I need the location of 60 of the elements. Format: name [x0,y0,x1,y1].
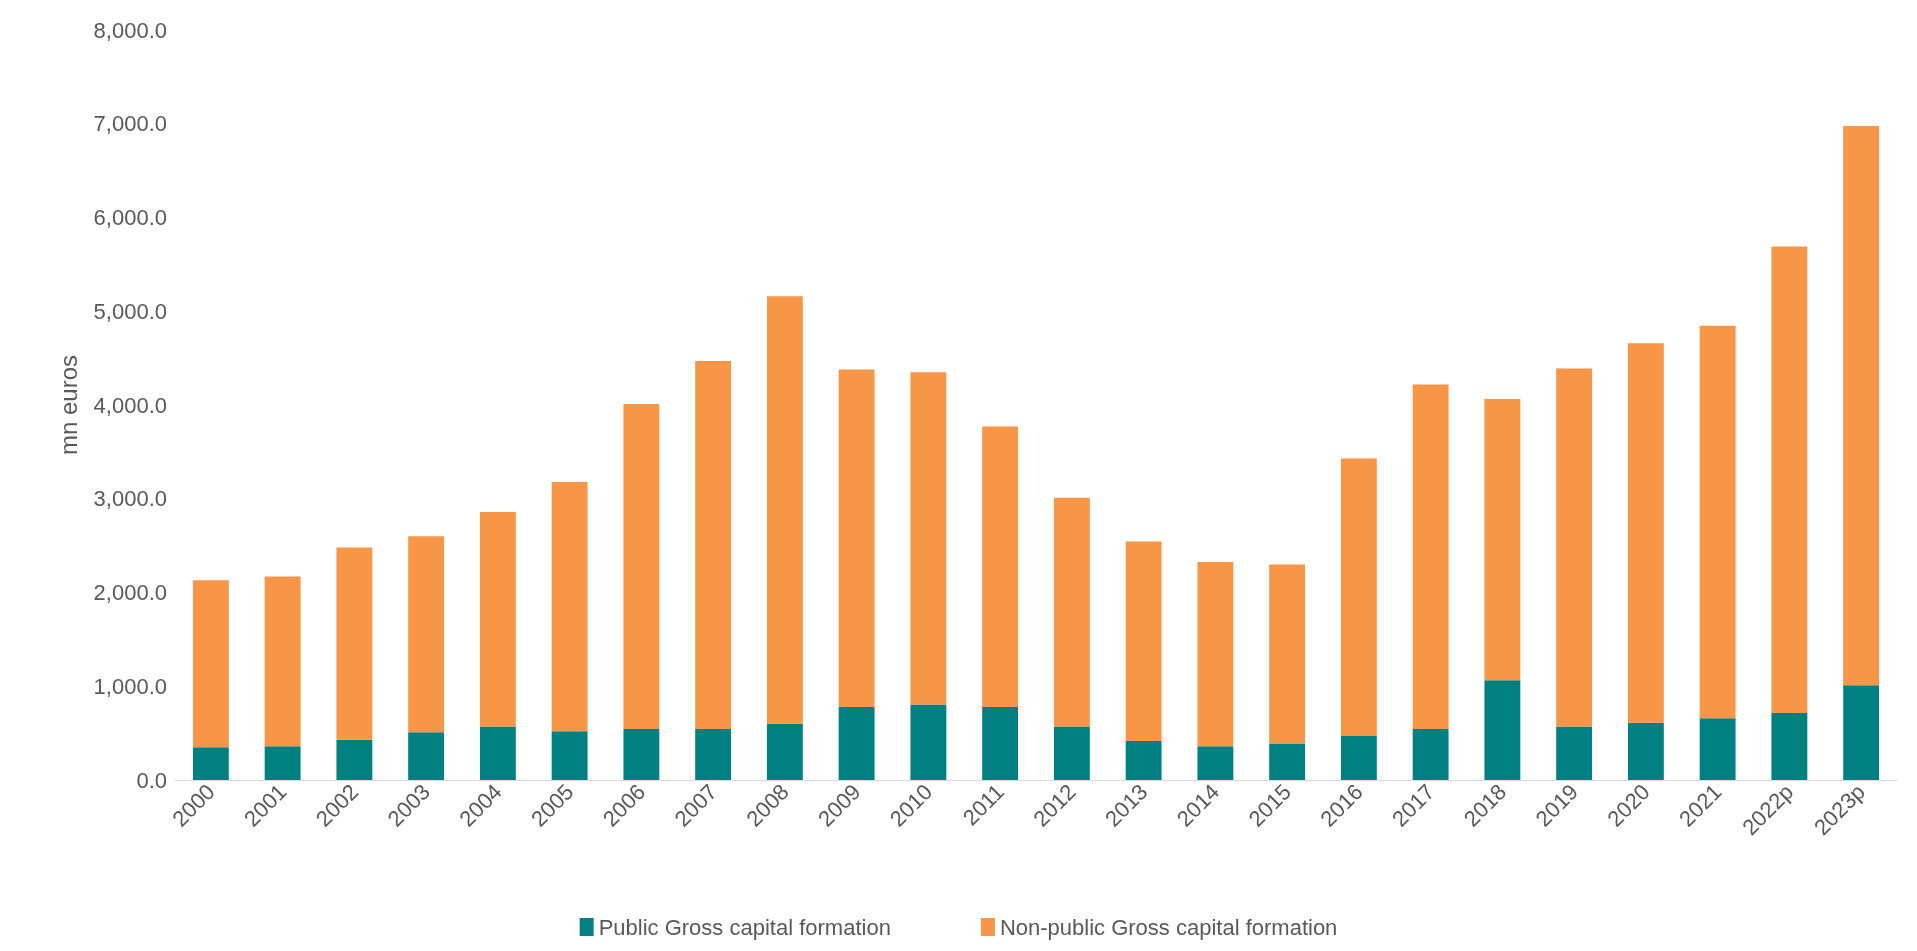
bar [1771,712,1808,780]
bar [336,739,373,780]
bar [551,481,588,732]
bar [1053,726,1090,780]
bar [766,296,803,724]
y-tick-label: 0.0 [136,767,167,793]
bar [1484,680,1521,780]
bar [766,723,803,780]
bar [1843,126,1880,686]
bar [1197,746,1234,780]
bar [1197,562,1234,747]
bar [551,731,588,780]
bar [1125,741,1162,780]
y-tick-label: 4,000.0 [93,392,167,418]
bar [1627,343,1664,723]
bar [1340,735,1377,780]
bar [1412,728,1449,780]
bar [1053,497,1090,727]
bar [336,547,373,740]
bar [982,706,1019,780]
bar [1556,368,1593,727]
bar [192,580,229,748]
bar [695,728,732,780]
bar [1627,722,1664,780]
y-axis-title: mn euros [54,354,82,456]
bar [1843,685,1880,780]
bar [479,726,516,780]
bar [1412,384,1449,729]
bar [910,704,947,780]
bar [1125,541,1162,742]
legend-label: Public Gross capital formation [598,914,891,940]
bar [1771,246,1808,713]
bar [623,728,660,780]
bar [982,426,1019,707]
bar [479,511,516,727]
bar [1340,458,1377,736]
bar [838,706,875,780]
bar [838,369,875,707]
bar [192,747,229,780]
bar [264,746,301,780]
bar [408,536,445,733]
bar [623,404,660,729]
y-tick-label: 2,000.0 [93,580,167,605]
y-tick-label: 1,000.0 [93,673,167,699]
bar [1484,398,1521,681]
bar [695,360,732,729]
bar [1269,743,1306,780]
bar [264,576,301,747]
y-tick-label: 8,000.0 [93,17,167,43]
bar [910,372,947,705]
bar [1699,718,1736,780]
y-tick-label: 5,000.0 [93,298,167,324]
bar [1269,564,1306,744]
bar [1699,325,1736,719]
bar [1556,726,1593,780]
bar [408,732,445,780]
y-tick-label: 7,000.0 [93,111,167,137]
legend-label: Non-public Gross capital formation [999,914,1338,940]
y-tick-label: 6,000.0 [93,205,167,230]
y-tick-label: 3,000.0 [93,486,167,512]
